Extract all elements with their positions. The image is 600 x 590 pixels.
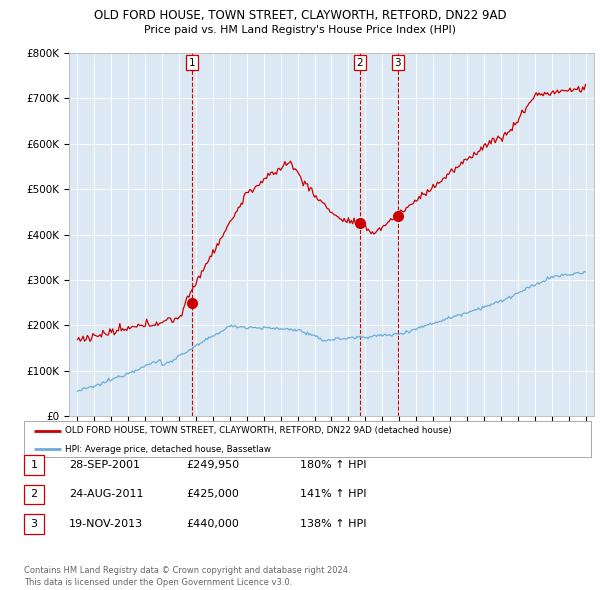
Text: £425,000: £425,000 [186,490,239,499]
Text: 138% ↑ HPI: 138% ↑ HPI [300,519,367,529]
Text: Price paid vs. HM Land Registry's House Price Index (HPI): Price paid vs. HM Land Registry's House … [144,25,456,35]
Text: 28-SEP-2001: 28-SEP-2001 [69,460,140,470]
Text: 180% ↑ HPI: 180% ↑ HPI [300,460,367,470]
Text: HPI: Average price, detached house, Bassetlaw: HPI: Average price, detached house, Bass… [65,445,271,454]
Text: 2: 2 [31,490,37,499]
Text: 24-AUG-2011: 24-AUG-2011 [69,490,143,499]
Text: £440,000: £440,000 [186,519,239,529]
Text: 3: 3 [31,519,37,529]
Text: OLD FORD HOUSE, TOWN STREET, CLAYWORTH, RETFORD, DN22 9AD: OLD FORD HOUSE, TOWN STREET, CLAYWORTH, … [94,9,506,22]
Text: 1: 1 [31,460,37,470]
Text: 2: 2 [356,58,363,68]
Text: 141% ↑ HPI: 141% ↑ HPI [300,490,367,499]
Text: 3: 3 [395,58,401,68]
Text: 19-NOV-2013: 19-NOV-2013 [69,519,143,529]
Text: Contains HM Land Registry data © Crown copyright and database right 2024.
This d: Contains HM Land Registry data © Crown c… [24,566,350,587]
Text: 1: 1 [188,58,195,68]
Text: OLD FORD HOUSE, TOWN STREET, CLAYWORTH, RETFORD, DN22 9AD (detached house): OLD FORD HOUSE, TOWN STREET, CLAYWORTH, … [65,426,452,435]
Text: £249,950: £249,950 [186,460,239,470]
